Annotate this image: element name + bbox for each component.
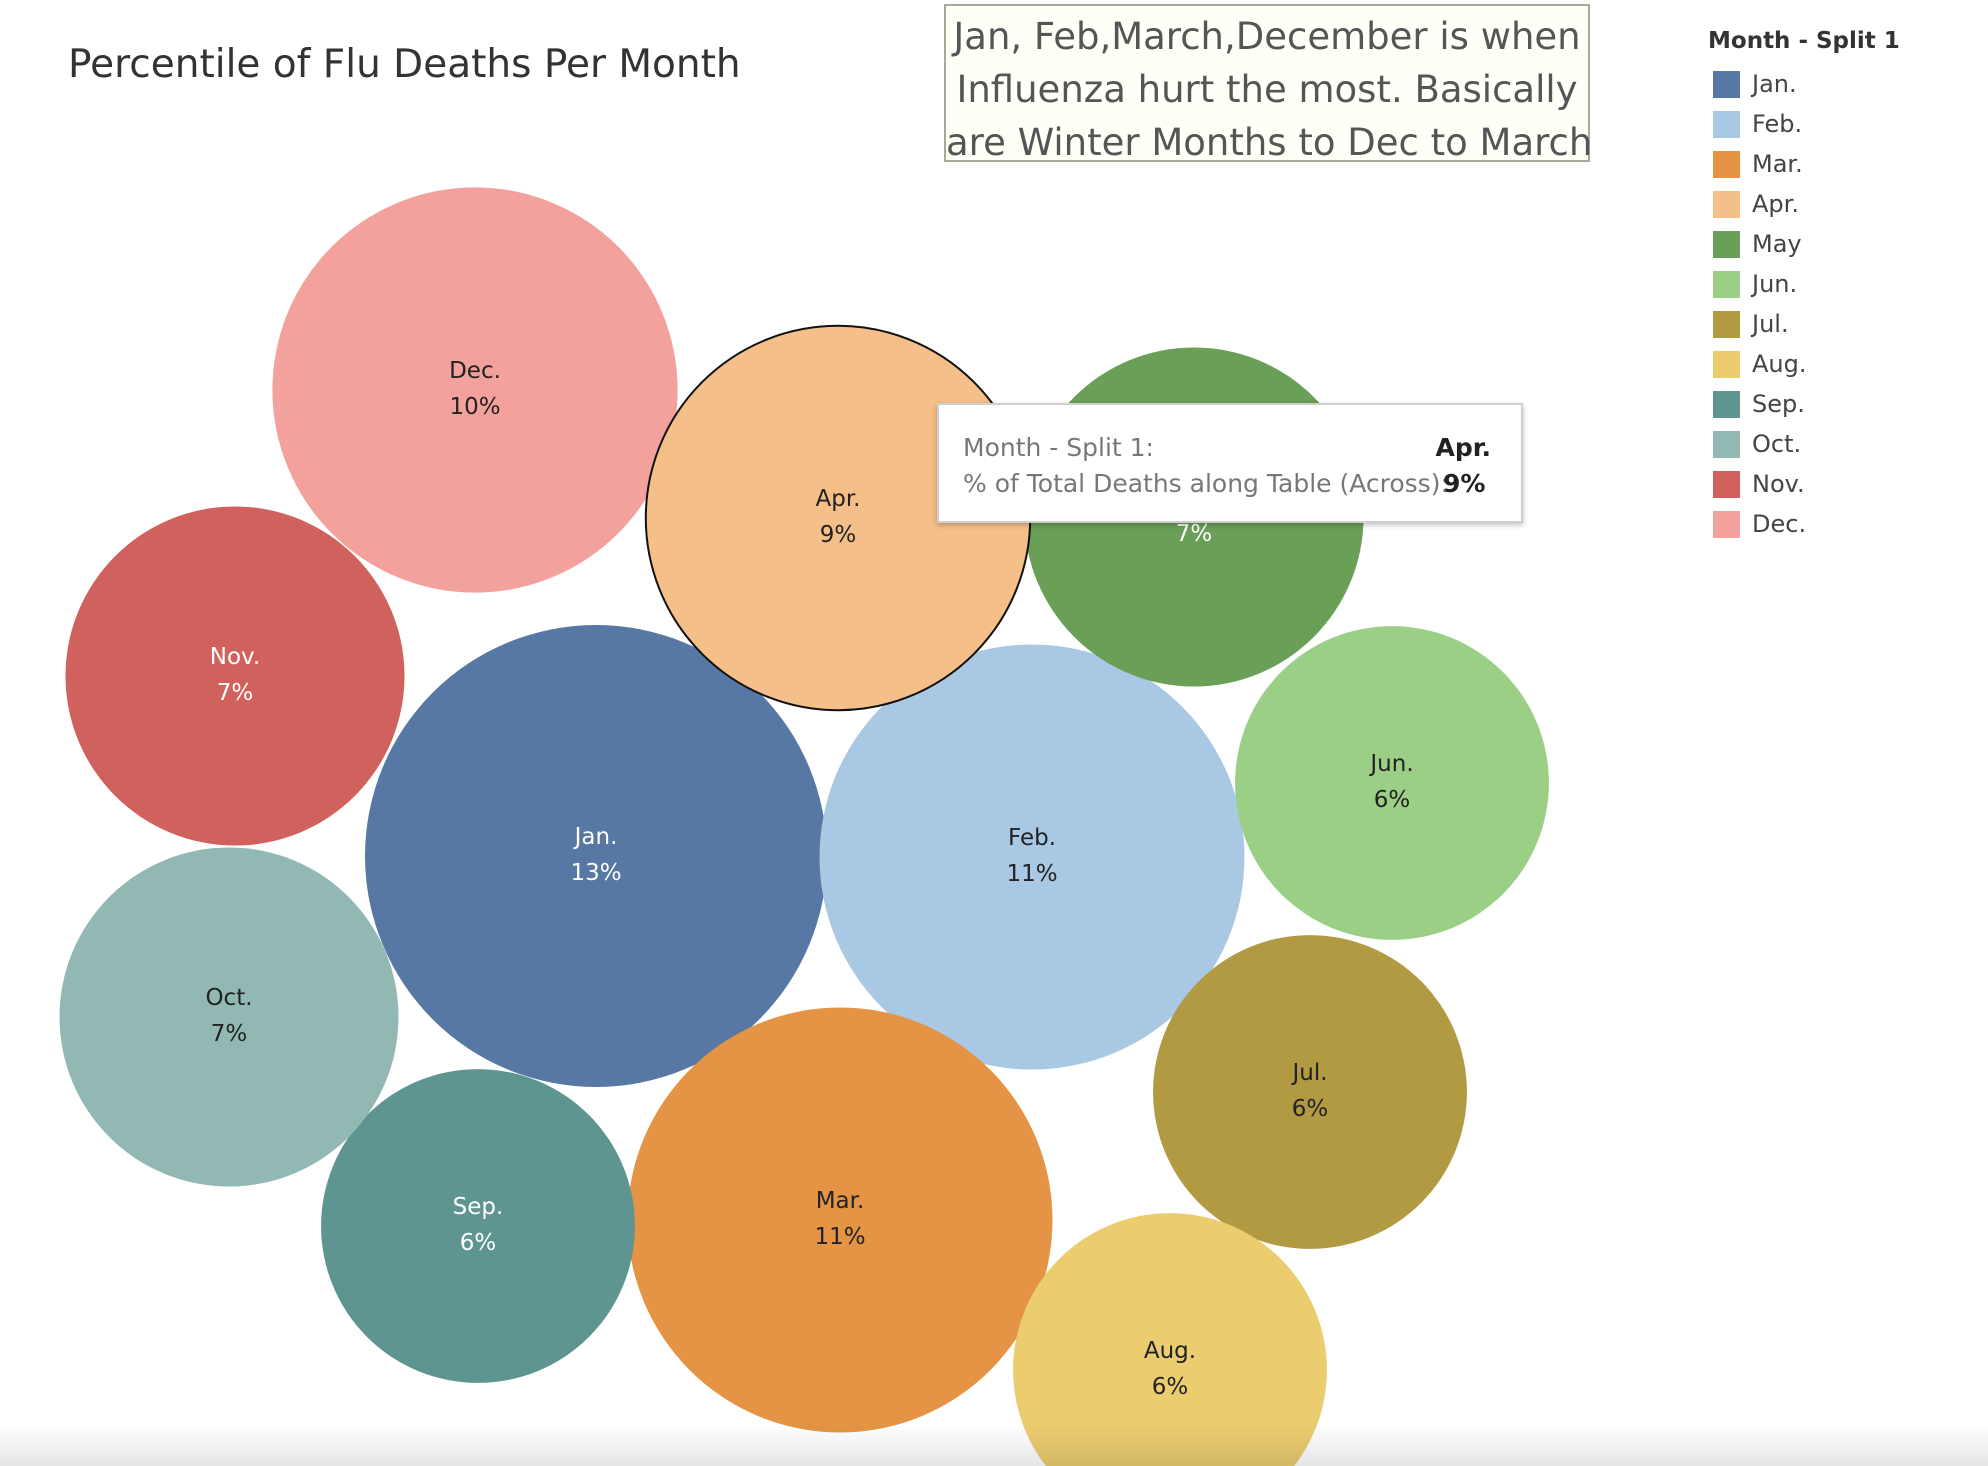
annotation-box: Jan, Feb,March,December is when Influenz… [944, 4, 1592, 164]
chart-title: Percentile of Flu Deaths Per Month [68, 42, 741, 87]
legend-label: Jun. [1752, 270, 1798, 298]
bubble-value-apr: 9% [820, 522, 857, 548]
legend-item-may[interactable]: May [1708, 224, 1900, 264]
bubble-value-jan: 13% [570, 860, 621, 886]
legend-item-apr[interactable]: Apr. [1708, 184, 1900, 224]
bubble-apr[interactable]: Apr. 9% [644, 324, 1032, 712]
bubble-dec[interactable]: Dec. 10% [272, 187, 678, 593]
bubble-label-jan: Jan. [573, 824, 618, 850]
bubble-sep[interactable]: Sep. 6% [321, 1069, 635, 1383]
legend-item-jul[interactable]: Jul. [1708, 304, 1900, 344]
legend: Month - Split 1 Jan. Feb. Mar. Apr. May … [1708, 28, 1900, 544]
bubble-circle-dec[interactable] [272, 187, 678, 593]
bubble-mar[interactable]: Mar. 11% [627, 1007, 1053, 1433]
bubble-aug[interactable]: Aug. 6% [1013, 1213, 1327, 1466]
legend-label: Mar. [1752, 150, 1803, 178]
legend-label: Apr. [1752, 190, 1799, 218]
bubble-value-jun: 6% [1374, 787, 1411, 813]
legend-swatch [1713, 230, 1740, 258]
bubble-label-jun: Jun. [1368, 751, 1413, 777]
annotation-line-1: Jan, Feb,March,December is when [953, 15, 1581, 58]
legend-label: May [1752, 230, 1802, 258]
legend-item-feb[interactable]: Feb. [1708, 104, 1900, 144]
legend-item-oct[interactable]: Oct. [1708, 424, 1900, 464]
legend-item-dec[interactable]: Dec. [1708, 504, 1900, 544]
bubble-label-apr: Apr. [816, 486, 861, 512]
bubble-label-jul: Jul. [1290, 1060, 1327, 1086]
bubble-value-may: 7% [1176, 521, 1213, 547]
annotation-line-2: Influenza hurt the most. Basically [956, 68, 1578, 111]
bubble-value-feb: 11% [1006, 861, 1057, 887]
bubble-value-sep: 6% [460, 1230, 497, 1256]
tooltip: Month - Split 1: Apr. % of Total Deaths … [937, 403, 1523, 523]
tooltip-row-percent: % of Total Deaths along Table (Across): … [963, 469, 1491, 505]
legend-item-sep[interactable]: Sep. [1708, 384, 1900, 424]
annotation-line-3: are Winter Months to Dec to March [946, 121, 1593, 164]
legend-swatch [1713, 70, 1740, 98]
legend-swatch [1713, 510, 1740, 538]
legend-item-jun[interactable]: Jun. [1708, 264, 1900, 304]
legend-item-jan[interactable]: Jan. [1708, 64, 1900, 104]
tooltip-month-value: Apr. [1435, 433, 1491, 462]
legend-swatch [1713, 350, 1740, 378]
bubble-value-mar: 11% [814, 1224, 865, 1250]
bubble-label-aug: Aug. [1144, 1338, 1196, 1364]
bubble-label-dec: Dec. [449, 358, 501, 384]
bubble-circle-mar[interactable] [627, 1007, 1053, 1433]
tooltip-row-month: Month - Split 1: Apr. [963, 433, 1491, 469]
bubble-label-mar: Mar. [816, 1188, 865, 1214]
tooltip-percent-value: 9% [1443, 469, 1486, 498]
legend-swatch [1713, 270, 1740, 298]
bubble-value-dec: 10% [449, 394, 500, 420]
legend-swatch [1713, 310, 1740, 338]
legend-title: Month - Split 1 [1708, 28, 1900, 54]
legend-label: Feb. [1752, 110, 1803, 138]
bubble-label-nov: Nov. [210, 644, 260, 670]
legend-item-mar[interactable]: Mar. [1708, 144, 1900, 184]
bubble-circle-jan[interactable] [365, 625, 827, 1087]
legend-label: Aug. [1752, 350, 1807, 378]
bubble-circle-jun[interactable] [1235, 626, 1549, 940]
bubble-circle-nov[interactable] [65, 506, 405, 846]
bubble-feb[interactable]: Feb. 11% [819, 644, 1245, 1070]
bubble-label-feb: Feb. [1008, 825, 1056, 851]
bubble-circle-sep[interactable] [321, 1069, 635, 1383]
legend-swatch [1713, 110, 1740, 138]
legend-item-aug[interactable]: Aug. [1708, 344, 1900, 384]
bubble-value-aug: 6% [1152, 1374, 1189, 1400]
bubble-circle-feb[interactable] [819, 644, 1245, 1070]
bottom-fade [0, 1424, 1988, 1466]
bubble-label-oct: Oct. [205, 985, 252, 1011]
legend-swatch [1713, 150, 1740, 178]
legend-label: Jan. [1752, 70, 1797, 98]
bubble-value-nov: 7% [217, 680, 254, 706]
bubble-jan[interactable]: Jan. 13% [365, 625, 827, 1087]
legend-item-nov[interactable]: Nov. [1708, 464, 1900, 504]
legend-label: Sep. [1752, 390, 1805, 418]
tooltip-month-key: Month - Split 1: [963, 433, 1154, 462]
legend-swatch [1713, 470, 1740, 498]
legend-swatch [1713, 390, 1740, 418]
legend-label: Nov. [1752, 470, 1805, 498]
bubble-value-oct: 7% [211, 1021, 248, 1047]
legend-swatch [1713, 430, 1740, 458]
bubble-circle-jul[interactable] [1153, 935, 1467, 1249]
bubble-circle-oct[interactable] [59, 847, 399, 1187]
legend-label: Jul. [1752, 310, 1789, 338]
legend-label: Oct. [1752, 430, 1802, 458]
bubble-nov[interactable]: Nov. 7% [65, 506, 405, 846]
bubble-oct[interactable]: Oct. 7% [59, 847, 399, 1187]
bubble-circle-aug[interactable] [1013, 1213, 1327, 1466]
bubble-jun[interactable]: Jun. 6% [1235, 626, 1549, 940]
bubble-label-sep: Sep. [453, 1194, 504, 1220]
bubble-value-jul: 6% [1292, 1096, 1329, 1122]
legend-swatch [1713, 190, 1740, 218]
bubble-jul[interactable]: Jul. 6% [1153, 935, 1467, 1249]
tooltip-percent-key: % of Total Deaths along Table (Across): [963, 469, 1449, 498]
legend-label: Dec. [1752, 510, 1807, 538]
